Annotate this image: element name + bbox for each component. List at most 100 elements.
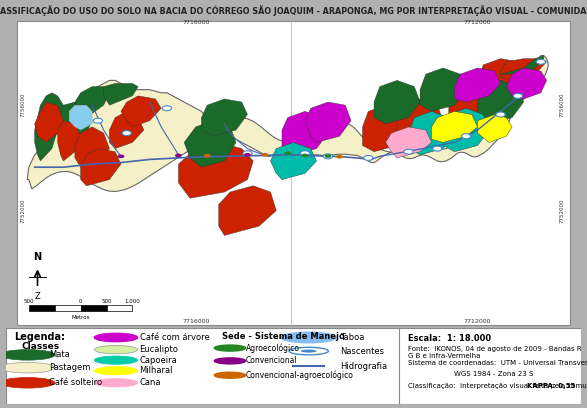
Text: Capoeira: Capoeira xyxy=(140,356,177,365)
Polygon shape xyxy=(75,86,109,118)
Text: 500: 500 xyxy=(102,299,112,304)
Circle shape xyxy=(537,59,545,64)
Circle shape xyxy=(281,332,336,343)
Polygon shape xyxy=(454,68,501,102)
Circle shape xyxy=(117,155,124,158)
Polygon shape xyxy=(409,111,454,155)
Polygon shape xyxy=(75,127,109,167)
Text: Legenda:: Legenda: xyxy=(14,332,65,342)
Text: Convencional-agroecológico: Convencional-agroecológico xyxy=(246,370,353,380)
Polygon shape xyxy=(449,84,495,127)
Circle shape xyxy=(325,154,332,158)
Bar xyxy=(55,306,80,311)
Circle shape xyxy=(364,155,373,160)
Circle shape xyxy=(95,356,137,364)
Circle shape xyxy=(301,350,316,353)
Text: Pastagem: Pastagem xyxy=(49,363,90,372)
Text: Fonte:  IKONOS, 04 de agosto de 2009 - Bandas R G B e Infra-Vermelha: Fonte: IKONOS, 04 de agosto de 2009 - Ba… xyxy=(409,346,582,359)
Text: 7752000: 7752000 xyxy=(20,198,25,223)
Polygon shape xyxy=(109,111,144,149)
Circle shape xyxy=(204,154,211,157)
Circle shape xyxy=(336,155,343,159)
Polygon shape xyxy=(386,127,431,158)
Circle shape xyxy=(261,153,268,157)
Polygon shape xyxy=(35,102,63,142)
Text: Taboa: Taboa xyxy=(340,333,365,342)
Text: 7716000: 7716000 xyxy=(182,20,210,25)
Polygon shape xyxy=(507,68,546,99)
Circle shape xyxy=(214,345,246,351)
Polygon shape xyxy=(478,80,524,124)
Circle shape xyxy=(0,377,55,388)
Polygon shape xyxy=(501,59,546,80)
Polygon shape xyxy=(69,105,92,130)
Polygon shape xyxy=(184,121,236,167)
Text: Classificação:  interpretação visual feita pela comunidade: Classificação: interpretação visual feit… xyxy=(409,383,587,389)
Text: 7756000: 7756000 xyxy=(20,93,25,118)
Text: Nascentes: Nascentes xyxy=(340,346,384,356)
Text: Z: Z xyxy=(35,292,41,301)
Polygon shape xyxy=(121,96,161,127)
Circle shape xyxy=(289,347,328,355)
Text: CLASSIFICAÇÃO DO USO DO SOLO NA BACIA DO CÓRREGO SÃO JOAQUIM - ARAPONGA, MG POR : CLASSIFICAÇÃO DO USO DO SOLO NA BACIA DO… xyxy=(0,5,587,16)
Text: Classes: Classes xyxy=(22,342,60,351)
Polygon shape xyxy=(58,102,92,142)
Text: Cana: Cana xyxy=(140,378,161,387)
Circle shape xyxy=(95,366,137,375)
Circle shape xyxy=(243,151,252,156)
Polygon shape xyxy=(443,108,489,152)
Circle shape xyxy=(513,93,522,98)
Circle shape xyxy=(0,350,55,360)
Circle shape xyxy=(496,112,505,117)
Text: Convencional: Convencional xyxy=(246,357,298,366)
Polygon shape xyxy=(219,186,276,235)
Text: 7712000: 7712000 xyxy=(464,319,491,324)
Text: WGS 1984 - Zona 23 S: WGS 1984 - Zona 23 S xyxy=(454,371,533,377)
Circle shape xyxy=(461,134,471,139)
Text: N: N xyxy=(33,252,42,262)
Text: 7716000: 7716000 xyxy=(182,319,210,324)
Polygon shape xyxy=(397,99,443,142)
Text: Eucalipto: Eucalipto xyxy=(140,345,178,354)
Circle shape xyxy=(163,106,171,111)
Bar xyxy=(107,306,133,311)
Circle shape xyxy=(433,146,442,151)
Polygon shape xyxy=(431,111,478,142)
Polygon shape xyxy=(420,68,466,111)
Text: 0: 0 xyxy=(79,299,82,304)
Polygon shape xyxy=(58,121,80,161)
Circle shape xyxy=(0,362,55,373)
Polygon shape xyxy=(478,115,512,142)
Polygon shape xyxy=(478,59,524,99)
Circle shape xyxy=(214,372,246,378)
Text: Mata: Mata xyxy=(49,350,70,359)
Bar xyxy=(29,306,55,311)
Circle shape xyxy=(404,149,413,154)
Polygon shape xyxy=(363,105,409,152)
Text: 7756000: 7756000 xyxy=(560,93,565,118)
Polygon shape xyxy=(282,111,328,155)
Text: Sede - Sistema de Manejo: Sede - Sistema de Manejo xyxy=(222,332,345,341)
Circle shape xyxy=(95,333,137,341)
Circle shape xyxy=(323,154,333,159)
Circle shape xyxy=(175,153,182,157)
Polygon shape xyxy=(374,80,420,124)
Text: Metros: Metros xyxy=(72,315,90,320)
Text: Café solteiro: Café solteiro xyxy=(49,378,102,387)
Polygon shape xyxy=(501,55,544,74)
Circle shape xyxy=(93,118,103,123)
Text: Escala:  1: 18.000: Escala: 1: 18.000 xyxy=(409,334,491,343)
Text: KAPPA: 0,55: KAPPA: 0,55 xyxy=(527,383,575,389)
Circle shape xyxy=(284,151,291,155)
Circle shape xyxy=(214,358,246,364)
Polygon shape xyxy=(305,102,351,142)
Circle shape xyxy=(122,131,131,135)
Polygon shape xyxy=(104,84,138,105)
Polygon shape xyxy=(271,142,316,180)
Circle shape xyxy=(95,379,137,387)
Bar xyxy=(80,306,107,311)
Text: 7752000: 7752000 xyxy=(560,198,565,223)
Text: Sistema de coordenadas:  UTM - Universal Transversa de Mercator: Sistema de coordenadas: UTM - Universal … xyxy=(409,360,587,366)
Polygon shape xyxy=(178,142,253,198)
Text: Agroecológico: Agroecológico xyxy=(246,343,300,353)
